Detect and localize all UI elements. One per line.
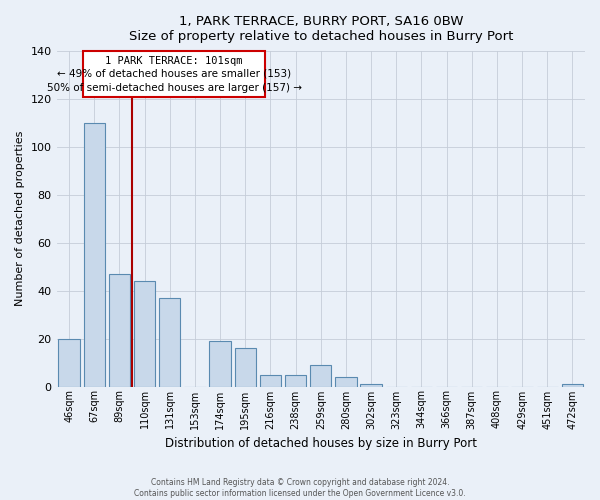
Title: 1, PARK TERRACE, BURRY PORT, SA16 0BW
Size of property relative to detached hous: 1, PARK TERRACE, BURRY PORT, SA16 0BW Si…	[128, 15, 513, 43]
Y-axis label: Number of detached properties: Number of detached properties	[15, 131, 25, 306]
Text: ← 49% of detached houses are smaller (153): ← 49% of detached houses are smaller (15…	[57, 69, 291, 79]
Bar	[335, 377, 356, 386]
Bar	[134, 281, 155, 386]
Bar	[310, 365, 331, 386]
Bar	[562, 384, 583, 386]
FancyBboxPatch shape	[83, 51, 265, 96]
X-axis label: Distribution of detached houses by size in Burry Port: Distribution of detached houses by size …	[165, 437, 477, 450]
Text: 1 PARK TERRACE: 101sqm: 1 PARK TERRACE: 101sqm	[106, 56, 243, 66]
Bar	[235, 348, 256, 387]
Text: Contains HM Land Registry data © Crown copyright and database right 2024.
Contai: Contains HM Land Registry data © Crown c…	[134, 478, 466, 498]
Bar	[361, 384, 382, 386]
Bar	[58, 338, 80, 386]
Bar	[83, 123, 105, 386]
Bar	[159, 298, 181, 386]
Bar	[285, 374, 307, 386]
Text: 50% of semi-detached houses are larger (157) →: 50% of semi-detached houses are larger (…	[47, 83, 302, 93]
Bar	[109, 274, 130, 386]
Bar	[209, 341, 231, 386]
Bar	[260, 374, 281, 386]
